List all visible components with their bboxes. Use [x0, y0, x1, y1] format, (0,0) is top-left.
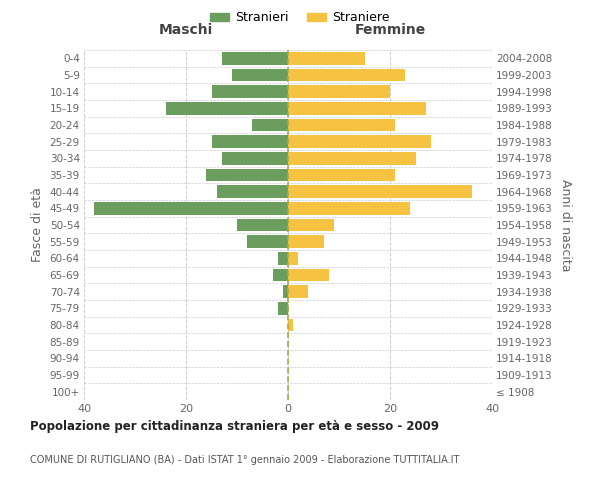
- Bar: [278, 302, 288, 314]
- Bar: [288, 186, 472, 198]
- Bar: [288, 252, 298, 264]
- Bar: [247, 236, 288, 248]
- Bar: [273, 269, 288, 281]
- Bar: [232, 69, 288, 82]
- Bar: [288, 269, 329, 281]
- Text: Femmine: Femmine: [355, 22, 425, 36]
- Bar: [288, 52, 365, 64]
- Y-axis label: Fasce di età: Fasce di età: [31, 188, 44, 262]
- Bar: [288, 286, 308, 298]
- Bar: [166, 102, 288, 115]
- Bar: [288, 136, 431, 148]
- Bar: [206, 169, 288, 181]
- Bar: [222, 52, 288, 64]
- Bar: [212, 136, 288, 148]
- Bar: [94, 202, 288, 214]
- Bar: [278, 252, 288, 264]
- Bar: [237, 219, 288, 231]
- Bar: [288, 102, 426, 115]
- Bar: [288, 152, 416, 164]
- Bar: [288, 169, 395, 181]
- Bar: [288, 86, 390, 98]
- Text: Maschi: Maschi: [159, 22, 213, 36]
- Bar: [288, 219, 334, 231]
- Bar: [283, 286, 288, 298]
- Legend: Stranieri, Straniere: Stranieri, Straniere: [205, 6, 395, 29]
- Bar: [288, 236, 324, 248]
- Bar: [288, 119, 395, 132]
- Bar: [253, 119, 288, 132]
- Bar: [212, 86, 288, 98]
- Text: Popolazione per cittadinanza straniera per età e sesso - 2009: Popolazione per cittadinanza straniera p…: [30, 420, 439, 433]
- Bar: [222, 152, 288, 164]
- Bar: [288, 69, 406, 82]
- Bar: [217, 186, 288, 198]
- Bar: [288, 202, 410, 214]
- Y-axis label: Anni di nascita: Anni di nascita: [559, 179, 572, 271]
- Bar: [288, 319, 293, 331]
- Text: COMUNE DI RUTIGLIANO (BA) - Dati ISTAT 1° gennaio 2009 - Elaborazione TUTTITALIA: COMUNE DI RUTIGLIANO (BA) - Dati ISTAT 1…: [30, 455, 460, 465]
